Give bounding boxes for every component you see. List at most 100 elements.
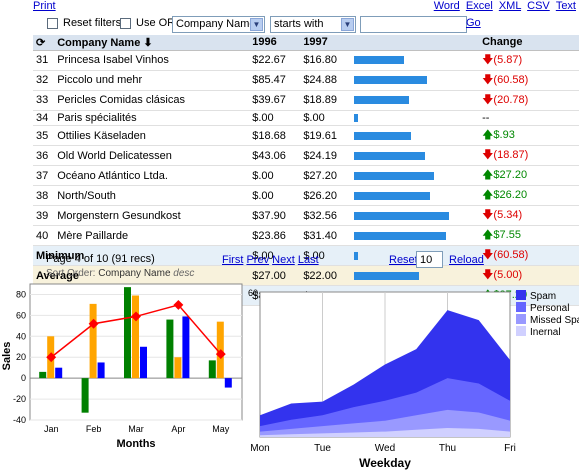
export-csv-link[interactable]: CSV <box>527 0 550 12</box>
first-page-link[interactable]: First <box>222 254 244 266</box>
table-row[interactable]: 37 Océano Atlántico Ltda. $.00 $27.20 🡅$27.2… <box>33 165 579 187</box>
bar-cell <box>351 90 480 111</box>
bar-mark <box>55 367 63 379</box>
operator-select-value: starts with <box>274 18 324 30</box>
change-cell: 🡇(18.87) <box>479 145 579 167</box>
page-size-input[interactable] <box>416 251 443 268</box>
line-point <box>173 299 184 310</box>
change-cell: 🡅$26.20 <box>479 185 579 207</box>
x-tick-label: Feb <box>86 424 102 434</box>
value-bar <box>354 251 359 260</box>
table-row[interactable]: 32 Piccolo und mehr $85.47 $24.88 🡇(60.58) <box>33 70 579 91</box>
bar-cell <box>351 125 480 147</box>
filter-bar: Reset filters Use OR Company Name ▼ star… <box>33 14 579 34</box>
value-1997-cell: $26.20 <box>300 185 352 207</box>
legend-label: Inernal <box>530 327 561 338</box>
value-1997-cell: $.00 <box>300 110 352 127</box>
value-1997-cell: $24.19 <box>300 145 352 167</box>
change-cell: 🡅$.93 <box>479 125 579 147</box>
export-word-link[interactable]: Word <box>433 0 460 12</box>
email-area-chart: 160 Mon Tue Wed Thu Fri Weekday SpamPersonalMis… <box>248 288 579 470</box>
bar-mark <box>166 319 174 379</box>
value-bar <box>354 114 359 123</box>
table-row[interactable]: 36 Old World Delicatessen $43.06 $24.19 🡇(18… <box>33 145 579 167</box>
export-xml-link[interactable]: XML <box>498 0 522 12</box>
y-tick-label: 40 <box>16 331 26 341</box>
table-row[interactable]: 38 North/South $.00 $26.20 🡅$26.20 <box>33 185 579 207</box>
last-page-link[interactable]: Last <box>297 254 319 266</box>
column-header-change[interactable]: Change <box>479 35 579 51</box>
summary-label: Average <box>33 265 250 287</box>
reset-link[interactable]: Reset <box>389 254 418 266</box>
export-excel-link[interactable]: Excel <box>465 0 493 12</box>
reload-link[interactable]: Reload <box>449 254 484 266</box>
bar-cell <box>351 110 480 127</box>
value-bar <box>354 211 450 220</box>
sort-order-value: Company Name <box>98 268 171 279</box>
refresh-header[interactable]: ⟳ <box>33 35 55 51</box>
change-cell: 🡅$7.55 <box>479 225 579 247</box>
table-row[interactable]: 31 Princesa Isabel Vinhos $22.67 $16.80 🡇(5.… <box>33 50 579 71</box>
bar-mark <box>174 357 182 379</box>
column-select-value: Company Name <box>176 18 256 30</box>
value-1996-cell: $39.67 <box>249 90 301 111</box>
bar-mark <box>140 346 147 379</box>
next-page-link[interactable]: Next <box>272 254 295 266</box>
table-row[interactable]: 34 Paris spécialités $.00 $.00 -- <box>33 110 579 127</box>
x-tick-label: Mar <box>128 424 144 434</box>
value-bar <box>354 131 412 140</box>
value-1997-cell: $18.89 <box>300 90 352 111</box>
bar-cell <box>351 245 480 267</box>
company-cell: Mère Paillarde <box>54 225 250 247</box>
pager: Page 4 of 10 (91 recs) First Prev Next L… <box>46 251 579 269</box>
arrow-down-icon: 🡇 <box>482 149 494 162</box>
table-row[interactable]: 35 Ottilies Käseladen $18.68 $19.61 🡅$.93 <box>33 125 579 147</box>
change-cell: -- <box>479 110 579 127</box>
legend-swatch <box>516 326 526 336</box>
table-row[interactable]: 33 Pericles Comidas clásicas $39.67 $18.89 🡇… <box>33 90 579 111</box>
bar-mark <box>81 378 89 413</box>
column-select[interactable]: Company Name ▼ <box>172 16 265 33</box>
row-number: 35 <box>33 125 55 147</box>
row-number: 36 <box>33 145 55 167</box>
bar-mark <box>124 287 131 379</box>
reset-filters-checkbox[interactable] <box>47 18 58 29</box>
summary-row: Average $27.00 $22.00 🡇(5.00) <box>33 265 579 287</box>
value-1997-cell: $22.00 <box>300 265 352 287</box>
change-cell: 🡇(20.78) <box>479 90 579 111</box>
value-1997-cell: $27.20 <box>300 165 352 187</box>
change-cell: 🡇(60.58) <box>479 245 579 267</box>
row-number: 40 <box>33 225 55 247</box>
bar-cell <box>351 145 480 167</box>
change-value: (20.78) <box>493 93 529 106</box>
row-number: 38 <box>33 185 55 207</box>
value-1996-cell: $.00 <box>249 245 301 267</box>
y-tick-label: 0 <box>21 373 26 383</box>
operator-select[interactable]: starts with ▼ <box>270 16 356 33</box>
x-tick-label: Thu <box>439 443 456 454</box>
table-row[interactable]: 39 Morgenstern Gesundkost $37.90 $32.56 🡇(5.… <box>33 205 579 227</box>
column-header-1996[interactable]: 1996 <box>249 35 301 51</box>
filter-value-input[interactable] <box>360 16 467 33</box>
use-or-checkbox[interactable] <box>120 18 131 29</box>
summary-label: Minimum <box>33 245 250 267</box>
row-number: 31 <box>33 50 55 71</box>
value-1997-cell: $.00 <box>300 245 352 267</box>
column-header-company[interactable]: Company Name ⬇ <box>54 35 250 51</box>
value-1997-cell: $24.88 <box>300 70 352 91</box>
refresh-icon[interactable]: ⟳ <box>36 36 46 49</box>
change-value: (18.87) <box>493 149 529 162</box>
export-text-link[interactable]: Text <box>555 0 576 12</box>
print-link[interactable]: Print <box>33 0 56 12</box>
value-bar <box>354 231 446 240</box>
bar-cell <box>351 50 480 71</box>
change-value: $27.20 <box>493 169 528 182</box>
table-row[interactable]: 40 Mère Paillarde $23.86 $31.40 🡅$7.55 <box>33 225 579 247</box>
prev-page-link[interactable]: Prev <box>246 254 270 266</box>
x-tick-label: Mon <box>250 443 269 454</box>
company-cell: Océano Atlántico Ltda. <box>54 165 250 187</box>
row-number: 39 <box>33 205 55 227</box>
go-link[interactable]: Go <box>466 17 481 29</box>
column-header-1997[interactable]: 1997 <box>300 35 352 51</box>
change-value: (60.58) <box>493 249 529 262</box>
